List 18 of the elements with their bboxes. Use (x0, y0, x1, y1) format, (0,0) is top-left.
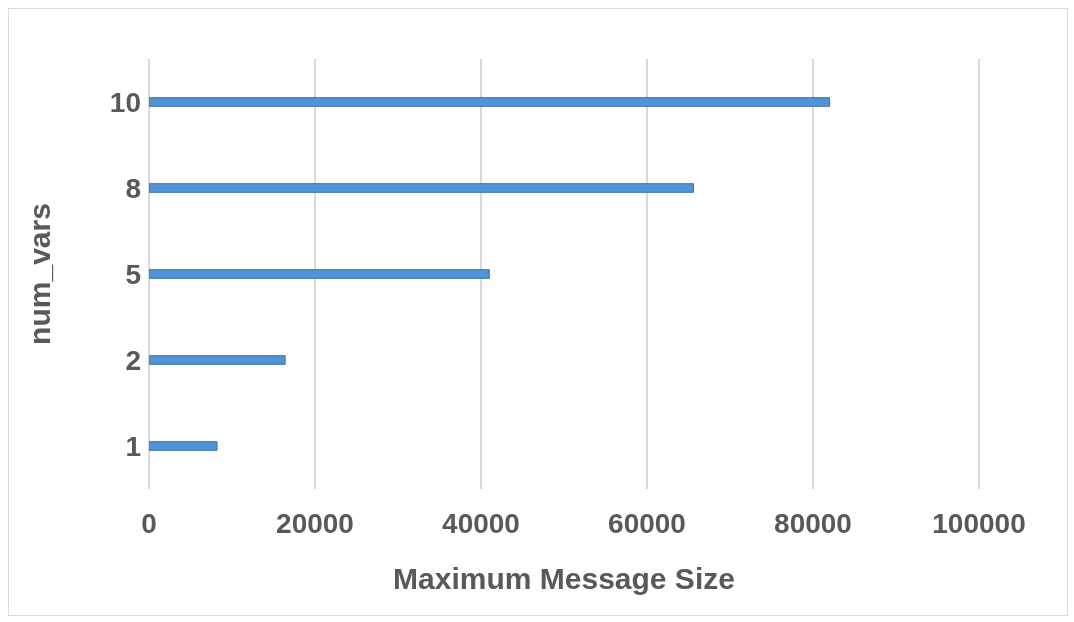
y-tick-label: 5 (125, 258, 141, 290)
x-tick-label: 40000 (442, 507, 520, 539)
bar (149, 355, 286, 365)
y-axis-title: num_vars (22, 203, 56, 345)
x-axis-title: Maximum Message Size (393, 562, 735, 595)
y-tick-label: 1 (125, 430, 141, 462)
x-tick-label: 20000 (276, 507, 354, 539)
y-tick-label: 2 (125, 344, 141, 376)
x-tick-label: 0 (141, 507, 157, 539)
bar (149, 441, 218, 451)
y-tick-label: 8 (125, 172, 141, 204)
bar (149, 269, 490, 279)
bar (149, 97, 831, 107)
y-tick-label: 10 (109, 86, 141, 118)
x-tick-label: 60000 (608, 507, 686, 539)
x-tick-label: 100000 (932, 507, 1026, 539)
x-tick-label: 80000 (774, 507, 852, 539)
bar (149, 183, 694, 193)
